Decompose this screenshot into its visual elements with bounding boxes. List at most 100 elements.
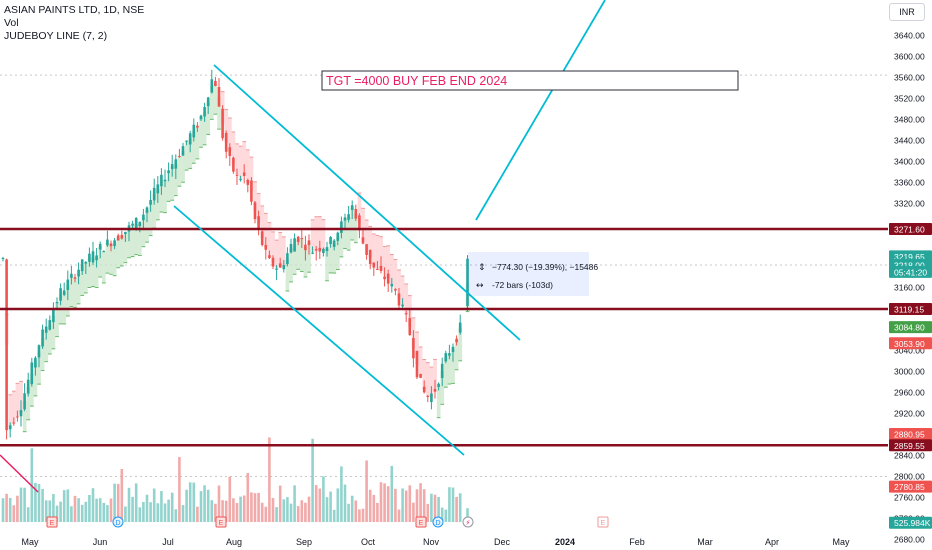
price-label-bg <box>889 265 932 278</box>
cloud-segment <box>73 277 77 308</box>
candle-body <box>340 221 343 233</box>
cloud-segment <box>422 359 427 390</box>
price-label-text: 2859.55 <box>894 441 925 451</box>
channel-lower-line <box>173 205 465 456</box>
volume-bar <box>401 488 404 522</box>
cloud-segment <box>433 359 437 391</box>
cloud-segment <box>318 216 322 250</box>
volume-bar <box>55 505 59 522</box>
candle-body <box>386 273 390 284</box>
price-axis[interactable]: 3640.00 3600.00 3560.00 3520.00 3480.00 3440.… <box>888 0 932 550</box>
trend-channel[interactable] <box>0 0 606 493</box>
volume-bar <box>257 492 260 522</box>
cloud-segment <box>364 220 369 250</box>
cloud-segment <box>444 357 448 388</box>
volume-bar <box>286 497 289 522</box>
volume-bar <box>66 489 70 522</box>
cloud-segment <box>289 248 293 282</box>
candle-body <box>368 249 372 264</box>
target-annotation[interactable]: TGT =4000 BUY FEB END 2024 <box>321 70 739 91</box>
old-trend-line <box>0 454 39 493</box>
volume-bar <box>142 501 145 522</box>
price-tick-label: 3360.00 <box>894 178 925 188</box>
cloud-segment <box>429 367 434 398</box>
cloud-segment <box>332 243 337 274</box>
volume-bar <box>379 482 383 522</box>
dividend-marker-text: D <box>115 520 120 527</box>
volume-bar <box>199 491 203 522</box>
cloud-segment <box>303 247 308 277</box>
candle-body <box>383 276 386 280</box>
volume-bar <box>127 487 131 522</box>
volume-bar <box>383 483 386 522</box>
volume-bar <box>300 500 304 522</box>
cloud-segment <box>87 257 92 288</box>
volume-bar <box>343 484 347 522</box>
volume-bar <box>264 506 268 522</box>
candle-body <box>437 383 440 388</box>
volume-bar <box>1 498 5 522</box>
cloud-segment <box>325 249 329 281</box>
cloud-segment <box>33 362 38 396</box>
volume-bar <box>332 509 336 522</box>
candle-body <box>116 235 120 241</box>
volume-bar <box>120 469 124 522</box>
candle-body <box>296 236 300 242</box>
volume-bar <box>314 485 318 522</box>
cloud-segment <box>109 244 113 275</box>
candle-body <box>55 301 59 304</box>
candle-body <box>318 247 322 252</box>
cloud-segment <box>390 254 394 286</box>
symbol-title[interactable]: ASIAN PAINTS LTD, 1D, NSE <box>4 4 145 16</box>
volume-bar <box>59 501 62 522</box>
candle-body <box>23 393 26 410</box>
price-tick-label: 3000.00 <box>894 367 925 377</box>
cloud-segment <box>166 171 171 202</box>
volume-bar <box>84 501 88 522</box>
indicator-label[interactable]: JUDEBOY LINE (7, 2) <box>4 30 108 42</box>
cloud-segment <box>37 351 41 385</box>
volume-bar <box>404 490 408 522</box>
cloud-segment <box>134 224 139 255</box>
price-label-bg <box>889 321 932 334</box>
volume-bar <box>210 500 214 522</box>
candle-body <box>397 293 401 306</box>
volume-bar <box>5 493 8 522</box>
candle-body <box>134 217 138 231</box>
candle-body <box>394 289 397 291</box>
cloud-segment <box>94 257 99 288</box>
volume-bar <box>131 496 134 522</box>
horizontal-levels[interactable] <box>0 227 888 447</box>
cloud-segment <box>368 226 373 257</box>
cloud-segment <box>300 238 304 272</box>
cloud-segment <box>55 302 59 337</box>
price-tick-label: 3520.00 <box>894 94 925 104</box>
event-markers[interactable]: E D E E D ⚡ E <box>46 516 609 528</box>
candle-body <box>372 262 376 268</box>
price-label-text: 05:41:20 <box>894 267 927 277</box>
time-axis[interactable]: May Jun Jul Aug Sep Oct Nov Dec 2024 Feb Mar Apr May <box>0 531 888 550</box>
time-tick-label: 2024 <box>555 537 575 547</box>
volume-bar <box>430 493 433 522</box>
cloud-segment <box>264 213 268 248</box>
cloud-segment <box>375 235 380 270</box>
volume-bar <box>340 466 343 522</box>
candle-body <box>163 179 167 182</box>
volume-bar <box>275 507 278 522</box>
cloud-segment <box>278 232 283 266</box>
cloud-segment <box>184 140 189 171</box>
candle-body <box>95 255 98 261</box>
volume-bar <box>116 483 120 522</box>
cloud-segment <box>336 236 340 270</box>
currency-button[interactable]: INR <box>889 3 925 21</box>
measure-tool[interactable]: −774.30 (−19.39%), −15486 -72 bars (-103d… <box>468 252 598 296</box>
cloud-segment <box>440 370 445 405</box>
dividend-marker <box>432 516 444 528</box>
candle-body <box>70 273 73 278</box>
volume-bar <box>307 496 311 522</box>
volume-bar <box>19 487 23 522</box>
cloud-segment <box>350 207 355 240</box>
volume-label[interactable]: Vol <box>4 17 19 29</box>
cloud-segment <box>138 223 142 256</box>
